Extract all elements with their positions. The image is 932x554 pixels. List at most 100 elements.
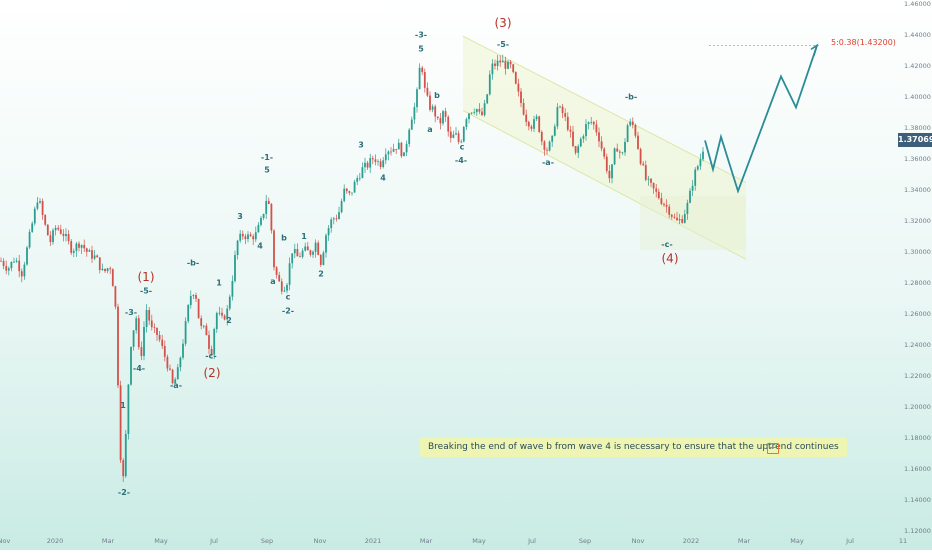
candle-body bbox=[28, 231, 31, 248]
wave-label: -2- bbox=[118, 488, 130, 497]
x-tick-label: 2022 bbox=[683, 537, 700, 545]
candle-body bbox=[483, 103, 486, 116]
wave-label: -c- bbox=[205, 352, 216, 361]
candle-body bbox=[369, 158, 372, 168]
candle-body bbox=[23, 264, 26, 277]
candle-body bbox=[600, 141, 603, 149]
candle-body bbox=[616, 148, 619, 152]
candle-body bbox=[93, 255, 96, 259]
candle-body bbox=[358, 177, 361, 179]
candles-layer bbox=[0, 54, 704, 482]
x-tick-label: Mar bbox=[102, 537, 115, 545]
wave-label: 1 bbox=[120, 401, 126, 410]
candle-body bbox=[564, 113, 567, 117]
candle-body bbox=[611, 164, 613, 179]
candle-body bbox=[356, 178, 359, 182]
candle-body bbox=[559, 106, 561, 108]
candle-body bbox=[296, 249, 299, 257]
candle-body bbox=[598, 132, 600, 142]
candle-body bbox=[481, 111, 483, 116]
current-price-badge: 1.37069 bbox=[898, 133, 932, 147]
candle-body bbox=[257, 224, 260, 233]
y-tick-label: 1.42000 bbox=[904, 62, 931, 70]
candle-body bbox=[618, 151, 621, 153]
y-tick-label: 1.40000 bbox=[904, 93, 931, 101]
candle-body bbox=[665, 204, 668, 207]
candle-body bbox=[319, 254, 322, 265]
candle-body bbox=[408, 129, 411, 145]
candle-body bbox=[70, 241, 73, 253]
candle-body bbox=[317, 242, 320, 255]
candle-body bbox=[163, 345, 166, 357]
candle-body bbox=[91, 250, 93, 259]
candle-body bbox=[520, 91, 522, 104]
candle-body bbox=[546, 149, 548, 151]
candle-body bbox=[530, 126, 533, 129]
candle-body bbox=[673, 216, 676, 218]
candle-body bbox=[642, 163, 645, 166]
candle-body bbox=[221, 312, 223, 316]
candle-body bbox=[681, 219, 684, 223]
x-tick-label: 2021 bbox=[365, 537, 382, 545]
candle-body bbox=[228, 296, 231, 309]
candle-body bbox=[517, 83, 520, 92]
candle-body bbox=[13, 261, 15, 263]
candle-body bbox=[187, 305, 190, 322]
candle-body bbox=[678, 219, 681, 221]
candle-body bbox=[468, 113, 470, 120]
candle-body bbox=[577, 146, 580, 153]
candle-body bbox=[15, 260, 18, 262]
x-tick-label: Nov bbox=[314, 537, 327, 545]
candle-body bbox=[273, 230, 275, 268]
wave-label: c bbox=[460, 142, 465, 151]
candle-body bbox=[522, 103, 525, 115]
candle-body bbox=[109, 268, 112, 270]
channel-upper-line bbox=[462, 35, 747, 183]
candle-body bbox=[288, 263, 291, 285]
wave-label: -1- bbox=[261, 153, 273, 162]
candle-body bbox=[283, 290, 286, 292]
candle-body bbox=[548, 141, 551, 151]
y-tick-label: 1.46000 bbox=[904, 0, 931, 8]
candle-body bbox=[478, 109, 481, 112]
note-icon[interactable] bbox=[767, 443, 779, 454]
candle-body bbox=[265, 200, 268, 214]
candle-body bbox=[143, 326, 145, 357]
candle-body bbox=[10, 261, 13, 269]
candle-body bbox=[119, 385, 122, 461]
wave-label: -b- bbox=[187, 259, 199, 268]
candle-body bbox=[312, 251, 314, 255]
candle-body bbox=[270, 203, 273, 231]
candle-body bbox=[291, 253, 294, 264]
candle-body bbox=[400, 142, 403, 157]
candle-body bbox=[117, 306, 119, 386]
candle-body bbox=[449, 131, 452, 138]
y-tick-label: 1.26000 bbox=[904, 310, 931, 318]
note-callout[interactable]: Breaking the end of wave b from wave 4 i… bbox=[420, 437, 847, 457]
y-tick-label: 1.16000 bbox=[904, 465, 931, 473]
candle-body bbox=[208, 335, 210, 349]
wave-label: 2 bbox=[226, 316, 232, 325]
candle-body bbox=[413, 107, 416, 120]
candle-body bbox=[444, 111, 447, 117]
candle-body bbox=[371, 158, 374, 160]
candle-body bbox=[330, 219, 333, 229]
y-tick-label: 1.12000 bbox=[904, 527, 931, 535]
candle-body bbox=[626, 125, 629, 142]
candle-body bbox=[249, 234, 252, 237]
candle-body bbox=[683, 214, 686, 223]
candle-body bbox=[135, 318, 138, 331]
y-tick-label: 1.32000 bbox=[904, 217, 931, 225]
candle-body bbox=[241, 233, 244, 237]
candle-body bbox=[314, 242, 317, 252]
candle-body bbox=[309, 250, 312, 255]
x-axis: Nov 2020 Mar May Jul Sep Nov 2021 Mar May Jul Sep No… bbox=[0, 537, 907, 545]
candle-body bbox=[652, 182, 655, 189]
candle-body bbox=[0, 260, 2, 262]
y-tick-label: 1.36000 bbox=[904, 155, 931, 163]
candle-body bbox=[62, 233, 65, 237]
candle-body bbox=[405, 144, 408, 153]
candle-body bbox=[637, 135, 639, 149]
